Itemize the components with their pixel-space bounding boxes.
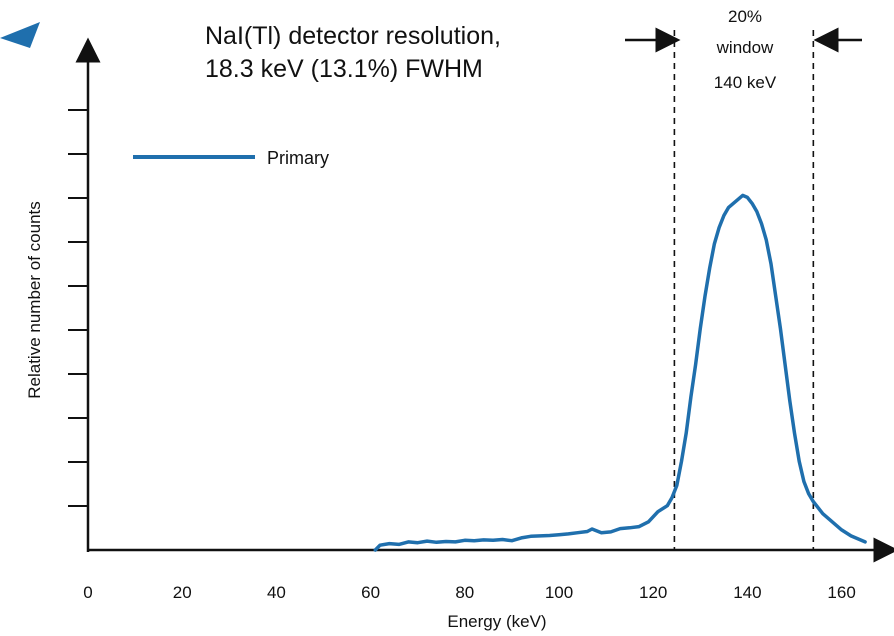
window-energy-label: 140 keV (714, 73, 777, 92)
y-axis-ticks (68, 110, 88, 506)
x-tick-label: 20 (173, 583, 192, 602)
legend-label-primary: Primary (267, 148, 329, 168)
series-line-primary (375, 195, 865, 550)
resolution-annotation-line1: NaI(Tl) detector resolution, (205, 22, 501, 50)
y-axis-title: Relative number of counts (25, 201, 44, 399)
x-tick-label: 40 (267, 583, 286, 602)
x-tick-label: 80 (455, 583, 474, 602)
x-tick-label: 100 (545, 583, 573, 602)
legend: Primary (133, 148, 329, 168)
x-tick-label: 160 (827, 583, 855, 602)
corner-accent (0, 22, 40, 48)
window-percent-label: 20% (728, 7, 762, 26)
x-tick-label: 0 (83, 583, 92, 602)
x-tick-label: 140 (733, 583, 761, 602)
x-tick-label: 120 (639, 583, 667, 602)
x-tick-label: 60 (361, 583, 380, 602)
x-axis-title: Energy (keV) (447, 612, 546, 631)
window-word-label: window (716, 38, 774, 57)
x-axis-tick-labels: 0 20 40 60 80 100 120 140 160 (83, 583, 856, 602)
resolution-annotation-line2: 18.3 keV (13.1%) FWHM (205, 55, 483, 83)
